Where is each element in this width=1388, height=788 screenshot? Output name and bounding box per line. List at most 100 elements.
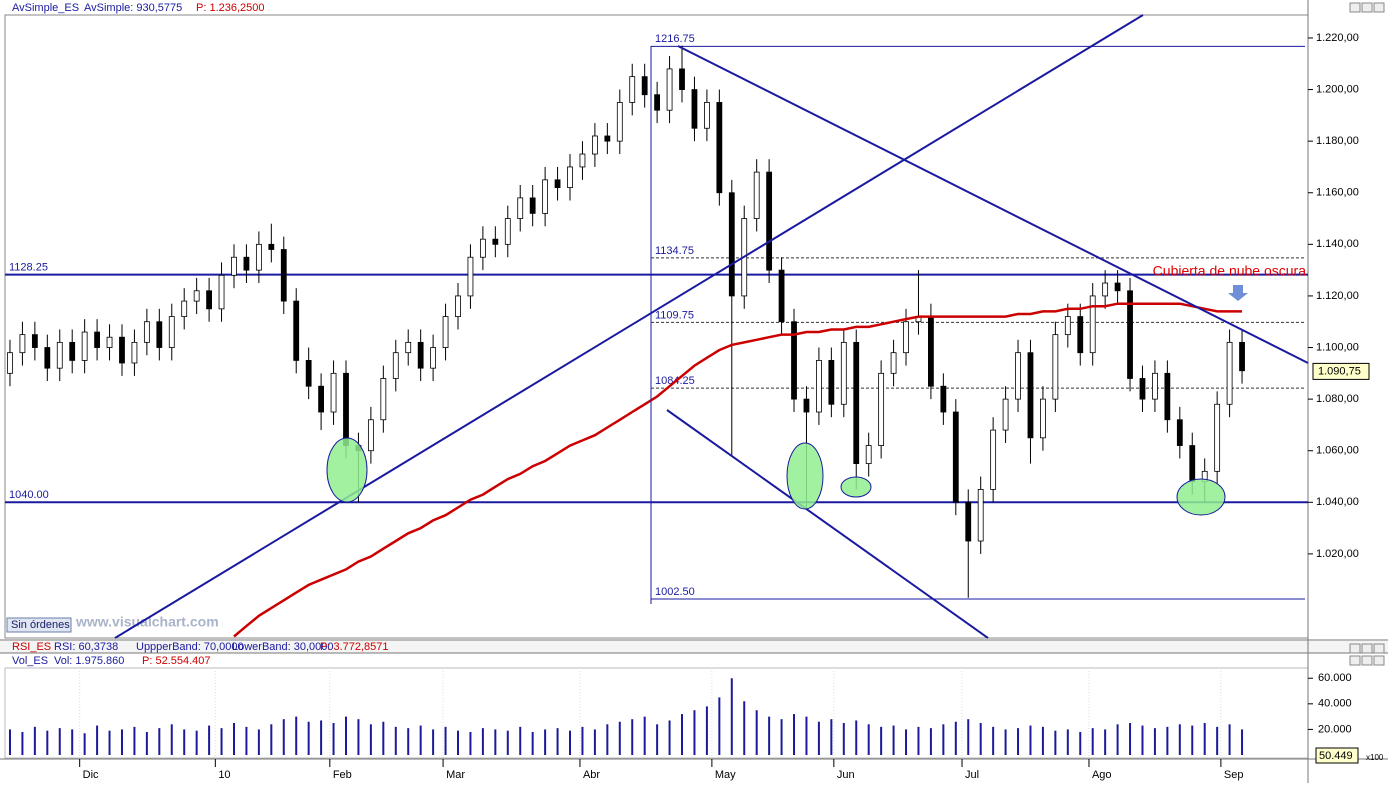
- candle-body: [903, 321, 909, 354]
- candle-body: [56, 341, 63, 369]
- candle-body: [679, 68, 685, 90]
- candle-body: [268, 243, 275, 250]
- candle-body: [492, 238, 499, 245]
- candle-body: [218, 274, 225, 310]
- rsi-panel: [0, 641, 1388, 653]
- maximize-button[interactable]: [1361, 655, 1373, 666]
- orders-button[interactable]: [6, 617, 72, 633]
- candle-body: [766, 171, 773, 271]
- x-tick-label: Mar: [446, 769, 465, 781]
- candle-body: [106, 336, 113, 348]
- candle-body: [131, 341, 138, 364]
- candle-body: [168, 316, 175, 348]
- minimize-button[interactable]: [1349, 655, 1361, 666]
- candle-body: [803, 398, 810, 413]
- window-buttons: [1349, 2, 1385, 666]
- candle-body: [641, 76, 648, 96]
- candle-body: [1189, 445, 1196, 483]
- candle-body: [255, 243, 262, 271]
- candle-body: [367, 419, 374, 452]
- study-value: LowerBand: 30,0000: [232, 641, 334, 653]
- maximize-button[interactable]: [1361, 2, 1373, 13]
- orders-status[interactable]: Sin órdenes: [11, 619, 70, 631]
- study-period: P: 52.554.407: [142, 655, 211, 667]
- candle-body: [318, 385, 325, 413]
- close-button[interactable]: [1373, 655, 1385, 666]
- y-tick-label: 1.180,00: [1316, 135, 1359, 147]
- candle-body: [243, 256, 250, 271]
- study-value: UppperBand: 70,0000: [136, 641, 244, 653]
- close-button[interactable]: [1373, 2, 1385, 13]
- volume-bars: [8, 678, 1244, 755]
- candle-body: [1214, 403, 1221, 472]
- candle-body: [1027, 352, 1034, 439]
- x-tick-label: Ago: [1092, 769, 1112, 781]
- candle-body: [853, 341, 860, 465]
- candle-body: [878, 372, 885, 446]
- candle-body: [591, 135, 598, 155]
- candle-body: [952, 411, 959, 503]
- maximize-button[interactable]: [1361, 643, 1373, 654]
- candle-body: [728, 192, 735, 297]
- candle-body: [1164, 372, 1171, 421]
- candle-body: [1239, 341, 1245, 372]
- candle-body: [330, 372, 337, 413]
- y-tick-label: 1.160,00: [1316, 187, 1359, 199]
- candle-body: [143, 321, 150, 343]
- y-tick-label: 1.100,00: [1316, 341, 1359, 353]
- candle-body: [990, 429, 997, 490]
- candle-body: [504, 218, 511, 245]
- candle-body: [654, 94, 661, 111]
- candle-body: [430, 347, 437, 369]
- minimize-button[interactable]: [1349, 2, 1361, 13]
- y-tick-label: 1.020,00: [1316, 548, 1359, 560]
- x-tick-label: 10: [218, 769, 230, 781]
- minimize-button[interactable]: [1349, 643, 1361, 654]
- candle-body: [417, 341, 424, 369]
- candle-body: [206, 290, 212, 310]
- close-button[interactable]: [1373, 643, 1385, 654]
- candle-body: [965, 501, 972, 542]
- trend-line: [666, 409, 989, 639]
- candle-body: [94, 331, 100, 348]
- y-tick-label: 60.000: [1318, 672, 1352, 684]
- candle-body: [828, 360, 835, 405]
- x-tick-label: Feb: [333, 769, 352, 781]
- x-tick-label: Jul: [965, 769, 979, 781]
- candle-body: [1139, 378, 1146, 400]
- candle-body: [816, 360, 822, 413]
- candle-body: [865, 445, 872, 465]
- y-tick-label: 1.120,00: [1316, 290, 1359, 302]
- moving-average: [233, 302, 1242, 638]
- candle-body: [928, 316, 934, 387]
- level-label: 1216.75: [655, 33, 695, 45]
- y-tick-label: 1.060,00: [1316, 445, 1359, 457]
- candle-body: [1052, 334, 1059, 400]
- candle-body: [977, 489, 984, 542]
- trend-line: [114, 14, 1144, 639]
- candle-body: [753, 171, 760, 219]
- volume-multiplier: x100: [1366, 753, 1384, 762]
- study-value: Vol: 1.975.860: [54, 655, 124, 667]
- watermark: www.visualchart.com: [75, 614, 219, 630]
- candle-body: [343, 372, 349, 446]
- candle-body: [517, 197, 524, 219]
- candle-body: [1127, 290, 1133, 379]
- y-tick-label: 1.200,00: [1316, 83, 1359, 95]
- candle-body: [567, 166, 573, 188]
- candle-body: [529, 197, 536, 214]
- volume-tag-box: [1315, 747, 1359, 764]
- candle-body: [293, 300, 300, 361]
- candle-body: [1152, 372, 1158, 400]
- candle-body: [940, 385, 947, 413]
- candle-body: [442, 316, 449, 348]
- study-period: P: 3.772,8571: [320, 641, 389, 653]
- candle-body: [405, 341, 412, 354]
- study-value: AvSimple: 930,5775: [84, 2, 182, 14]
- trend-line: [677, 45, 1309, 364]
- candle-body: [69, 341, 76, 361]
- candle-body: [156, 321, 163, 348]
- y-tick-label: 20.000: [1318, 723, 1352, 735]
